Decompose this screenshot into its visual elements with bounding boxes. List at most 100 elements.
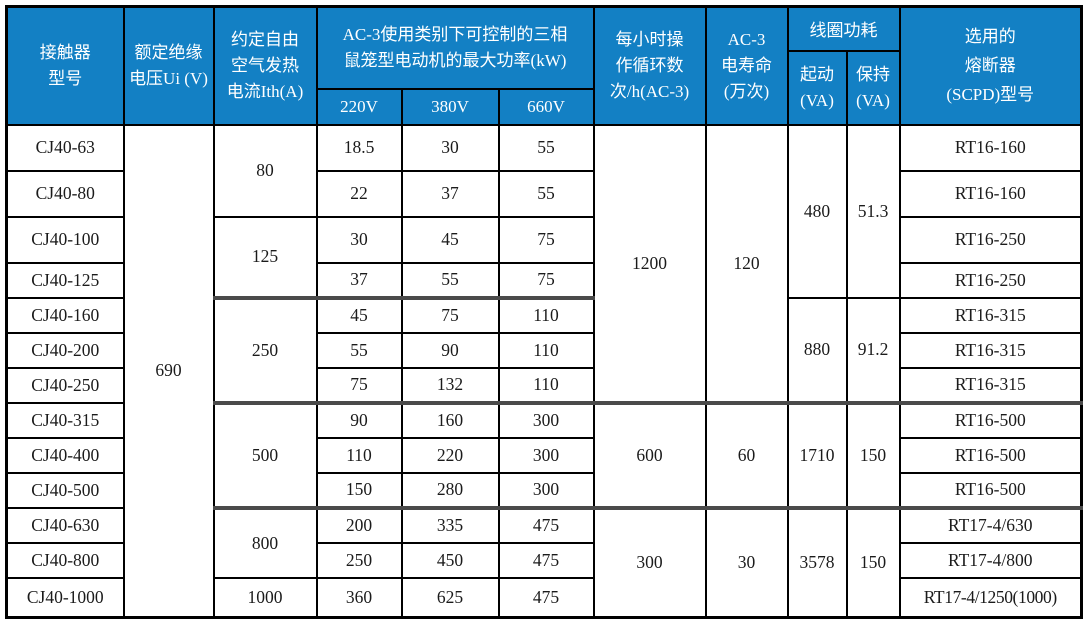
header-line: AC-3 [727,29,766,49]
table-row: CJ40-63 690 80 18.5 30 55 1200 120 480 5… [5,123,1083,619]
cell-coil-hold: 91.2 [845,296,901,404]
cell-model: CJ40-200 [5,331,125,369]
cell-power-220: 110 [315,436,403,474]
cell-power-380: 75 [400,295,500,334]
cell-cycles: 300 [592,505,707,619]
cell-power-220: 37 [315,261,403,299]
table-row: CJ40-250 75 132 110 RT16-315 [5,366,1083,404]
cell-power-660: 110 [497,366,595,404]
header-line: 每小时操 [615,29,684,49]
header-line: 电流Ith(A) [226,81,304,101]
header-line: 额定绝缘 [134,42,203,62]
header-model: 接触器 型号 [5,5,125,126]
header-line: 接触器 [39,42,91,62]
cell-model: CJ40-125 [5,261,125,299]
header-thermal-current: 约定自由 空气发热 电流Ith(A) [212,5,318,126]
cell-model: CJ40-63 [5,123,125,172]
header-cycles-per-hour: 每小时操 作循环数 次/h(AC-3) [592,5,707,126]
header-line: (万次) [723,81,770,101]
cell-power-380: 220 [400,436,500,474]
cell-power-220: 75 [315,366,403,404]
cell-rated-voltage: 690 [122,123,215,619]
cell-power-380: 55 [400,261,500,299]
cell-cycles: 600 [592,400,707,509]
cell-life: 60 [704,400,789,509]
header-line: 作循环数 [615,55,684,75]
header-line: 选用的 [964,27,1016,47]
cell-model: CJ40-400 [5,436,125,474]
cell-coil-start: 1710 [786,400,848,509]
header-line: AC-3使用类别下可控制的三相 [342,24,568,44]
table-row: CJ40-400 110 220 300 RT16-500 [5,436,1083,474]
table-row: CJ40-315 500 90 160 300 600 60 1710 150 … [5,400,1083,509]
header-line: 熔断器 [964,56,1016,76]
cell-power-660: 475 [497,541,595,579]
cell-power-660: 300 [497,400,595,439]
header-coil-hold: 保持 (VA) [845,49,901,126]
header-coil-power-group: 线圈功耗 [786,5,901,52]
table-row: CJ40-630 800 200 335 475 300 30 3578 150… [5,505,1083,619]
cell-cycles: 1200 [592,123,707,404]
cell-power-220: 30 [315,215,403,264]
cell-power-220: 55 [315,331,403,369]
header-rated-voltage: 额定绝缘 电压Ui (V) [122,5,215,126]
cell-model: CJ40-250 [5,366,125,404]
cell-model: CJ40-630 [5,506,125,544]
cell-fuse: RT16-250 [898,215,1083,264]
table-row: CJ40-100 125 30 45 75 RT16-250 [5,215,1083,299]
header-fuse: 选用的 熔断器 (SCPD)型号 [898,5,1083,126]
cell-fuse: RT16-500 [898,400,1083,439]
cell-thermal-current: 1000 [212,576,318,619]
cell-power-660: 75 [497,215,595,264]
cell-fuse: RT17-4/800 [898,541,1083,579]
cell-fuse: RT16-315 [898,296,1083,334]
header-line: 鼠笼型电动机的最大功率(kW) [343,50,567,70]
cell-thermal-current: 80 [212,123,318,218]
header-line: 空气发热 [231,55,299,75]
cell-power-220: 22 [315,169,403,218]
header-row-2: 起动 (VA) 保持 (VA) [7,49,1082,126]
cell-model: CJ40-800 [5,541,125,579]
cell-model: CJ40-315 [5,401,125,439]
cell-power-660: 110 [497,295,595,334]
cell-power-380: 160 [400,400,500,439]
table-body: CJ40-63 690 80 18.5 30 55 1200 120 480 5… [5,123,1083,619]
header-max-power-group: AC-3使用类别下可控制的三相 鼠笼型电动机的最大功率(kW) [315,5,595,90]
header-line: 电寿命 [721,55,773,75]
cell-model: CJ40-80 [5,169,125,218]
table-row: CJ40-200 55 90 110 RT16-315 [5,331,1083,369]
header-line: 型号 [48,68,83,88]
cell-power-220: 200 [315,505,403,544]
cell-power-660: 475 [497,576,595,619]
header-coil-start: 起动 (VA) [786,49,848,126]
header-660v: 660V [497,87,595,126]
table-row: CJ40-500 150 280 300 RT16-500 [5,471,1083,509]
table-row: CJ40-125 37 55 75 RT16-250 [5,261,1083,299]
cell-thermal-current: 500 [212,400,318,509]
cell-power-380: 450 [400,541,500,579]
cell-power-660: 55 [497,169,595,218]
cell-model: CJ40-160 [5,296,125,334]
header-row-3: 220V 380V 660V [7,87,1082,126]
header-line: 保持 [856,64,891,84]
cell-life: 30 [704,505,789,619]
header-line: 约定自由 [231,29,299,49]
cell-power-220: 150 [315,471,403,509]
cell-fuse: RT16-160 [898,123,1083,172]
cell-power-380: 37 [400,169,500,218]
cell-fuse: RT16-315 [898,331,1083,369]
header-electrical-life: AC-3 电寿命 (万次) [704,5,789,126]
cell-power-380: 30 [400,123,500,172]
table-row: CJ40-160 250 45 75 110 880 91.2 RT16-315 [5,295,1083,404]
cell-power-380: 280 [400,471,500,509]
cell-fuse: RT16-250 [898,261,1083,299]
cell-fuse: RT17-4/630 [898,505,1083,544]
cell-life: 120 [704,123,789,404]
table-row: CJ40-1000 1000 360 625 475 RT17-4/1250(1… [5,576,1083,619]
cell-coil-start: 480 [786,123,848,299]
contactor-spec-table: 接触器 型号 额定绝缘 电压Ui (V) 约定自由 空气发热 电流Ith(A) … [5,5,1084,619]
cell-coil-start: 3578 [786,505,848,619]
cell-fuse: RT17-4/1250(1000) [898,576,1083,619]
cell-coil-start: 880 [786,296,848,404]
cell-power-380: 132 [400,366,500,404]
